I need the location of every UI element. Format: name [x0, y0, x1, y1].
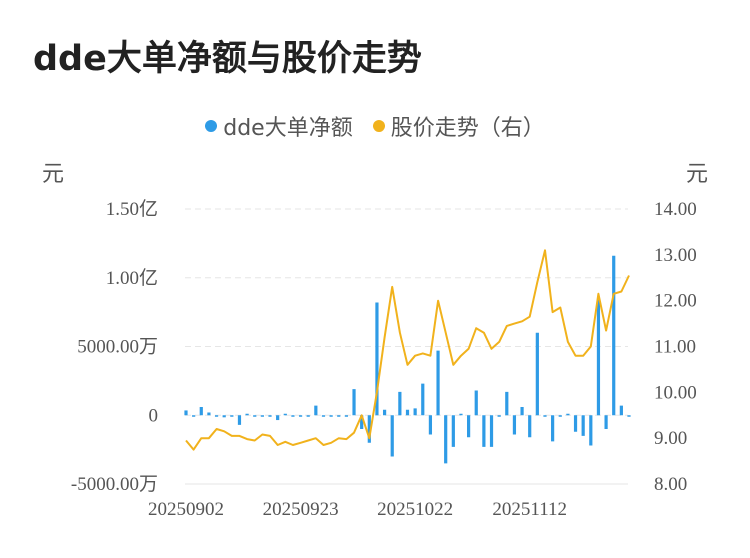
x-axis-tick-label: 20250923 — [263, 499, 339, 520]
x-axis-tick-label: 20250902 — [148, 499, 224, 520]
bar-dde — [436, 350, 440, 416]
bar-dde — [627, 415, 631, 417]
legend-label-price: 股价走势（右） — [390, 116, 545, 141]
bar-dde — [237, 415, 242, 425]
bar-dde — [589, 415, 593, 446]
bar-dde — [245, 413, 249, 416]
x-axis-tick-label: 20251022 — [377, 499, 453, 520]
bar-dde — [283, 413, 287, 416]
bar-dde — [344, 415, 348, 417]
bar-dde — [337, 415, 341, 417]
bar-dde — [512, 415, 517, 435]
right-axis-tick-label: 13.00 — [654, 245, 697, 266]
bar-dde — [551, 415, 555, 442]
bar-dde — [474, 390, 478, 416]
bar-dde — [566, 413, 570, 416]
bar-dde — [467, 415, 471, 438]
chart-title: dde大单净额与股价走势 — [33, 39, 422, 79]
bar-dde — [390, 415, 394, 457]
bar-dde — [199, 407, 203, 416]
bar-dde — [596, 299, 601, 416]
bar-dde — [321, 415, 326, 417]
bar-dde — [558, 415, 562, 417]
legend-label-dde: dde大单净额 — [223, 116, 353, 141]
legend-item-dde[interactable]: dde大单净额 — [205, 110, 353, 142]
left-axis-tick-label: 1.00亿 — [106, 267, 158, 289]
bar-dde — [268, 415, 272, 417]
bar-dde — [291, 415, 295, 417]
left-axis-tick-label: -5000.00万 — [71, 474, 158, 495]
bar-dde — [543, 415, 547, 417]
bar-dde — [413, 408, 417, 416]
right-axis-tick-label: 8.00 — [654, 474, 687, 495]
right-axis-unit: 元 — [685, 162, 708, 187]
right-axis-tick-label: 12.00 — [654, 291, 697, 312]
bar-dde — [604, 415, 608, 429]
left-axis-unit: 元 — [42, 162, 65, 187]
bar-dde — [535, 332, 539, 416]
bar-dde — [382, 409, 387, 416]
bar-dde — [459, 413, 463, 416]
bar-dde — [298, 415, 303, 417]
bar-dde — [528, 415, 532, 438]
bar-dde — [505, 391, 509, 416]
left-axis-tick-label: 5000.00万 — [77, 337, 158, 358]
bar-dde — [489, 415, 494, 447]
right-axis-tick-label: 10.00 — [654, 382, 697, 403]
bar-dde — [451, 415, 455, 447]
price-line — [185, 249, 630, 451]
bar-dde — [405, 409, 410, 416]
legend-marker-price — [372, 120, 385, 132]
bar-dde — [276, 415, 280, 421]
x-axis-tick-label: 20251112 — [492, 499, 567, 520]
bar-dde — [444, 415, 448, 464]
bar-dde — [230, 415, 234, 417]
bar-dde — [619, 405, 623, 416]
bar-dde — [192, 415, 196, 417]
legend-item-price[interactable]: 股价走势（右） — [372, 110, 545, 142]
bar-dde — [260, 415, 264, 417]
bar-dde — [612, 255, 616, 416]
bar-dde — [581, 415, 585, 436]
bar-dde — [184, 410, 188, 416]
bar-dde — [375, 302, 379, 416]
bar-dde — [520, 407, 524, 416]
right-axis-tick-label: 11.00 — [654, 337, 696, 358]
bar-dde — [421, 383, 425, 416]
bar-dde — [207, 412, 211, 416]
left-axis-tick-label: 1.50亿 — [106, 198, 158, 220]
bar-dde — [352, 389, 356, 416]
bar-dde — [360, 415, 364, 429]
bar-dde — [482, 415, 486, 447]
bar-dde — [428, 415, 433, 435]
left-axis-tick-label: 0 — [149, 405, 159, 426]
bar-dde — [306, 415, 310, 417]
bar-dde — [314, 405, 318, 416]
bar-dde — [367, 415, 371, 443]
bar-dde — [398, 391, 402, 416]
bar-dde — [214, 415, 219, 417]
right-axis-tick-label: 14.00 — [654, 199, 697, 220]
bar-dde — [329, 415, 333, 417]
chart-legend: dde大单净额 股价走势（右） — [0, 110, 750, 142]
legend-marker-dde — [205, 120, 218, 132]
right-axis-tick-label: 9.00 — [654, 428, 687, 449]
bar-dde — [222, 415, 226, 418]
bar-dde — [573, 415, 578, 432]
bar-dde — [253, 415, 257, 417]
bar-dde — [497, 415, 501, 417]
